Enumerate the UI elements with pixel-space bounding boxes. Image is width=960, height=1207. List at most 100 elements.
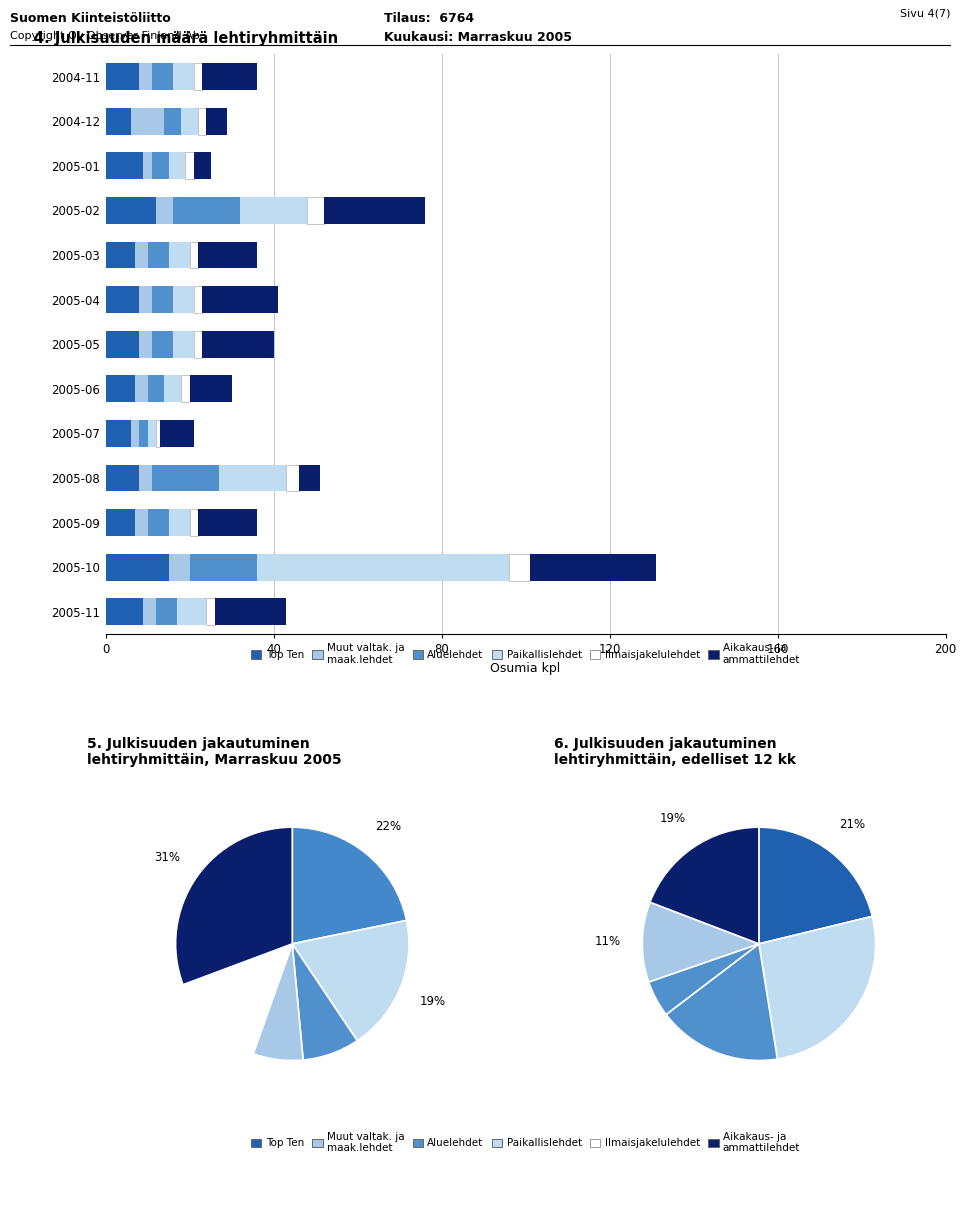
Text: 19%: 19% (660, 812, 686, 826)
Bar (257, 554, 509, 581)
Text: 21%: 21% (840, 818, 866, 832)
Wedge shape (176, 827, 292, 985)
Bar (148, 241, 169, 268)
Bar (240, 197, 307, 223)
Wedge shape (253, 944, 303, 1061)
Bar (143, 152, 152, 179)
Text: 5. Julkisuuden jakautuminen
lehtiryhmittäin, Marraskuu 2005: 5. Julkisuuden jakautuminen lehtiryhmitt… (87, 736, 342, 766)
Bar (148, 420, 156, 447)
Text: Tilaus:  6764: Tilaus: 6764 (384, 12, 474, 25)
Bar (135, 509, 148, 536)
Bar (106, 63, 139, 91)
Bar (106, 420, 131, 447)
Bar (189, 509, 198, 536)
Bar (139, 420, 148, 447)
Bar (173, 63, 194, 91)
Bar (169, 241, 189, 268)
Bar (198, 241, 257, 268)
Wedge shape (292, 921, 409, 1040)
Bar (169, 509, 189, 536)
Bar (169, 554, 189, 581)
Bar (299, 465, 320, 491)
Text: Kuukausi: Marraskuu 2005: Kuukausi: Marraskuu 2005 (384, 31, 572, 45)
Bar (189, 554, 257, 581)
Bar (106, 509, 135, 536)
Bar (206, 599, 215, 625)
Text: 6. Julkisuuden jakautuminen
lehtiryhmittäin, edelliset 12 kk: 6. Julkisuuden jakautuminen lehtiryhmitt… (554, 736, 796, 766)
Bar (106, 331, 139, 357)
Bar (106, 599, 143, 625)
Bar (307, 197, 324, 223)
Bar (106, 152, 143, 179)
Bar (198, 509, 257, 536)
Bar (139, 331, 152, 357)
Wedge shape (759, 916, 876, 1059)
X-axis label: Osumia kpl: Osumia kpl (491, 661, 561, 675)
Ellipse shape (642, 931, 876, 972)
Ellipse shape (176, 931, 409, 972)
Bar (185, 152, 194, 179)
Legend: Top Ten, Muut valtak. ja
maak.lehdet, Aluelehdet, Paikallislehdet, Ilmaisjakelul: Top Ten, Muut valtak. ja maak.lehdet, Al… (252, 1132, 800, 1153)
Wedge shape (759, 827, 873, 944)
Bar (152, 331, 173, 357)
Bar (131, 420, 139, 447)
Wedge shape (650, 827, 759, 944)
Text: Sivu 4(7): Sivu 4(7) (900, 8, 950, 18)
Bar (148, 375, 164, 402)
Bar (189, 241, 198, 268)
Bar (173, 197, 240, 223)
Bar (152, 152, 169, 179)
Bar (156, 420, 160, 447)
Bar (194, 286, 203, 313)
Bar (139, 465, 152, 491)
Text: 22%: 22% (375, 820, 401, 833)
Bar (169, 152, 185, 179)
Bar (106, 286, 139, 313)
Text: Suomen Kiinteistöliitto: Suomen Kiinteistöliitto (10, 12, 170, 25)
Bar (152, 286, 173, 313)
Bar (324, 197, 424, 223)
Bar (203, 286, 277, 313)
Bar (156, 599, 177, 625)
Text: 19%: 19% (420, 995, 445, 1008)
Bar (106, 197, 156, 223)
Bar (139, 63, 152, 91)
Bar (198, 107, 206, 135)
Wedge shape (649, 944, 759, 1015)
Bar (181, 375, 189, 402)
Text: 11%: 11% (594, 935, 620, 947)
Bar (194, 63, 203, 91)
Bar (173, 331, 194, 357)
Bar (106, 107, 131, 135)
Bar (181, 107, 198, 135)
Text: 31%: 31% (155, 851, 180, 864)
Bar (173, 286, 194, 313)
Text: 4. Julkisuuden määrä lehtiryhmittäin: 4. Julkisuuden määrä lehtiryhmittäin (35, 31, 338, 46)
Bar (152, 63, 173, 91)
Bar (530, 554, 656, 581)
Bar (131, 107, 164, 135)
Bar (106, 465, 139, 491)
Bar (509, 554, 530, 581)
Bar (143, 599, 156, 625)
Bar (215, 599, 286, 625)
Wedge shape (183, 944, 292, 1054)
Bar (156, 197, 173, 223)
Bar (194, 152, 210, 179)
Bar (177, 599, 206, 625)
Bar (135, 375, 148, 402)
Legend: Top Ten, Muut valtak. ja
maak.lehdet, Aluelehdet, Paikallislehdet, Ilmaisjakelul: Top Ten, Muut valtak. ja maak.lehdet, Al… (252, 643, 800, 665)
Bar (189, 375, 231, 402)
Text: Copyright Oy Observer Finland Ab: Copyright Oy Observer Finland Ab (10, 31, 200, 41)
Bar (148, 509, 169, 536)
Bar (164, 107, 181, 135)
Wedge shape (642, 902, 759, 982)
Wedge shape (292, 827, 406, 944)
Bar (206, 107, 228, 135)
Wedge shape (292, 944, 357, 1060)
Bar (219, 465, 286, 491)
Bar (106, 241, 135, 268)
Bar (135, 241, 148, 268)
Wedge shape (666, 944, 778, 1061)
Bar (106, 554, 169, 581)
